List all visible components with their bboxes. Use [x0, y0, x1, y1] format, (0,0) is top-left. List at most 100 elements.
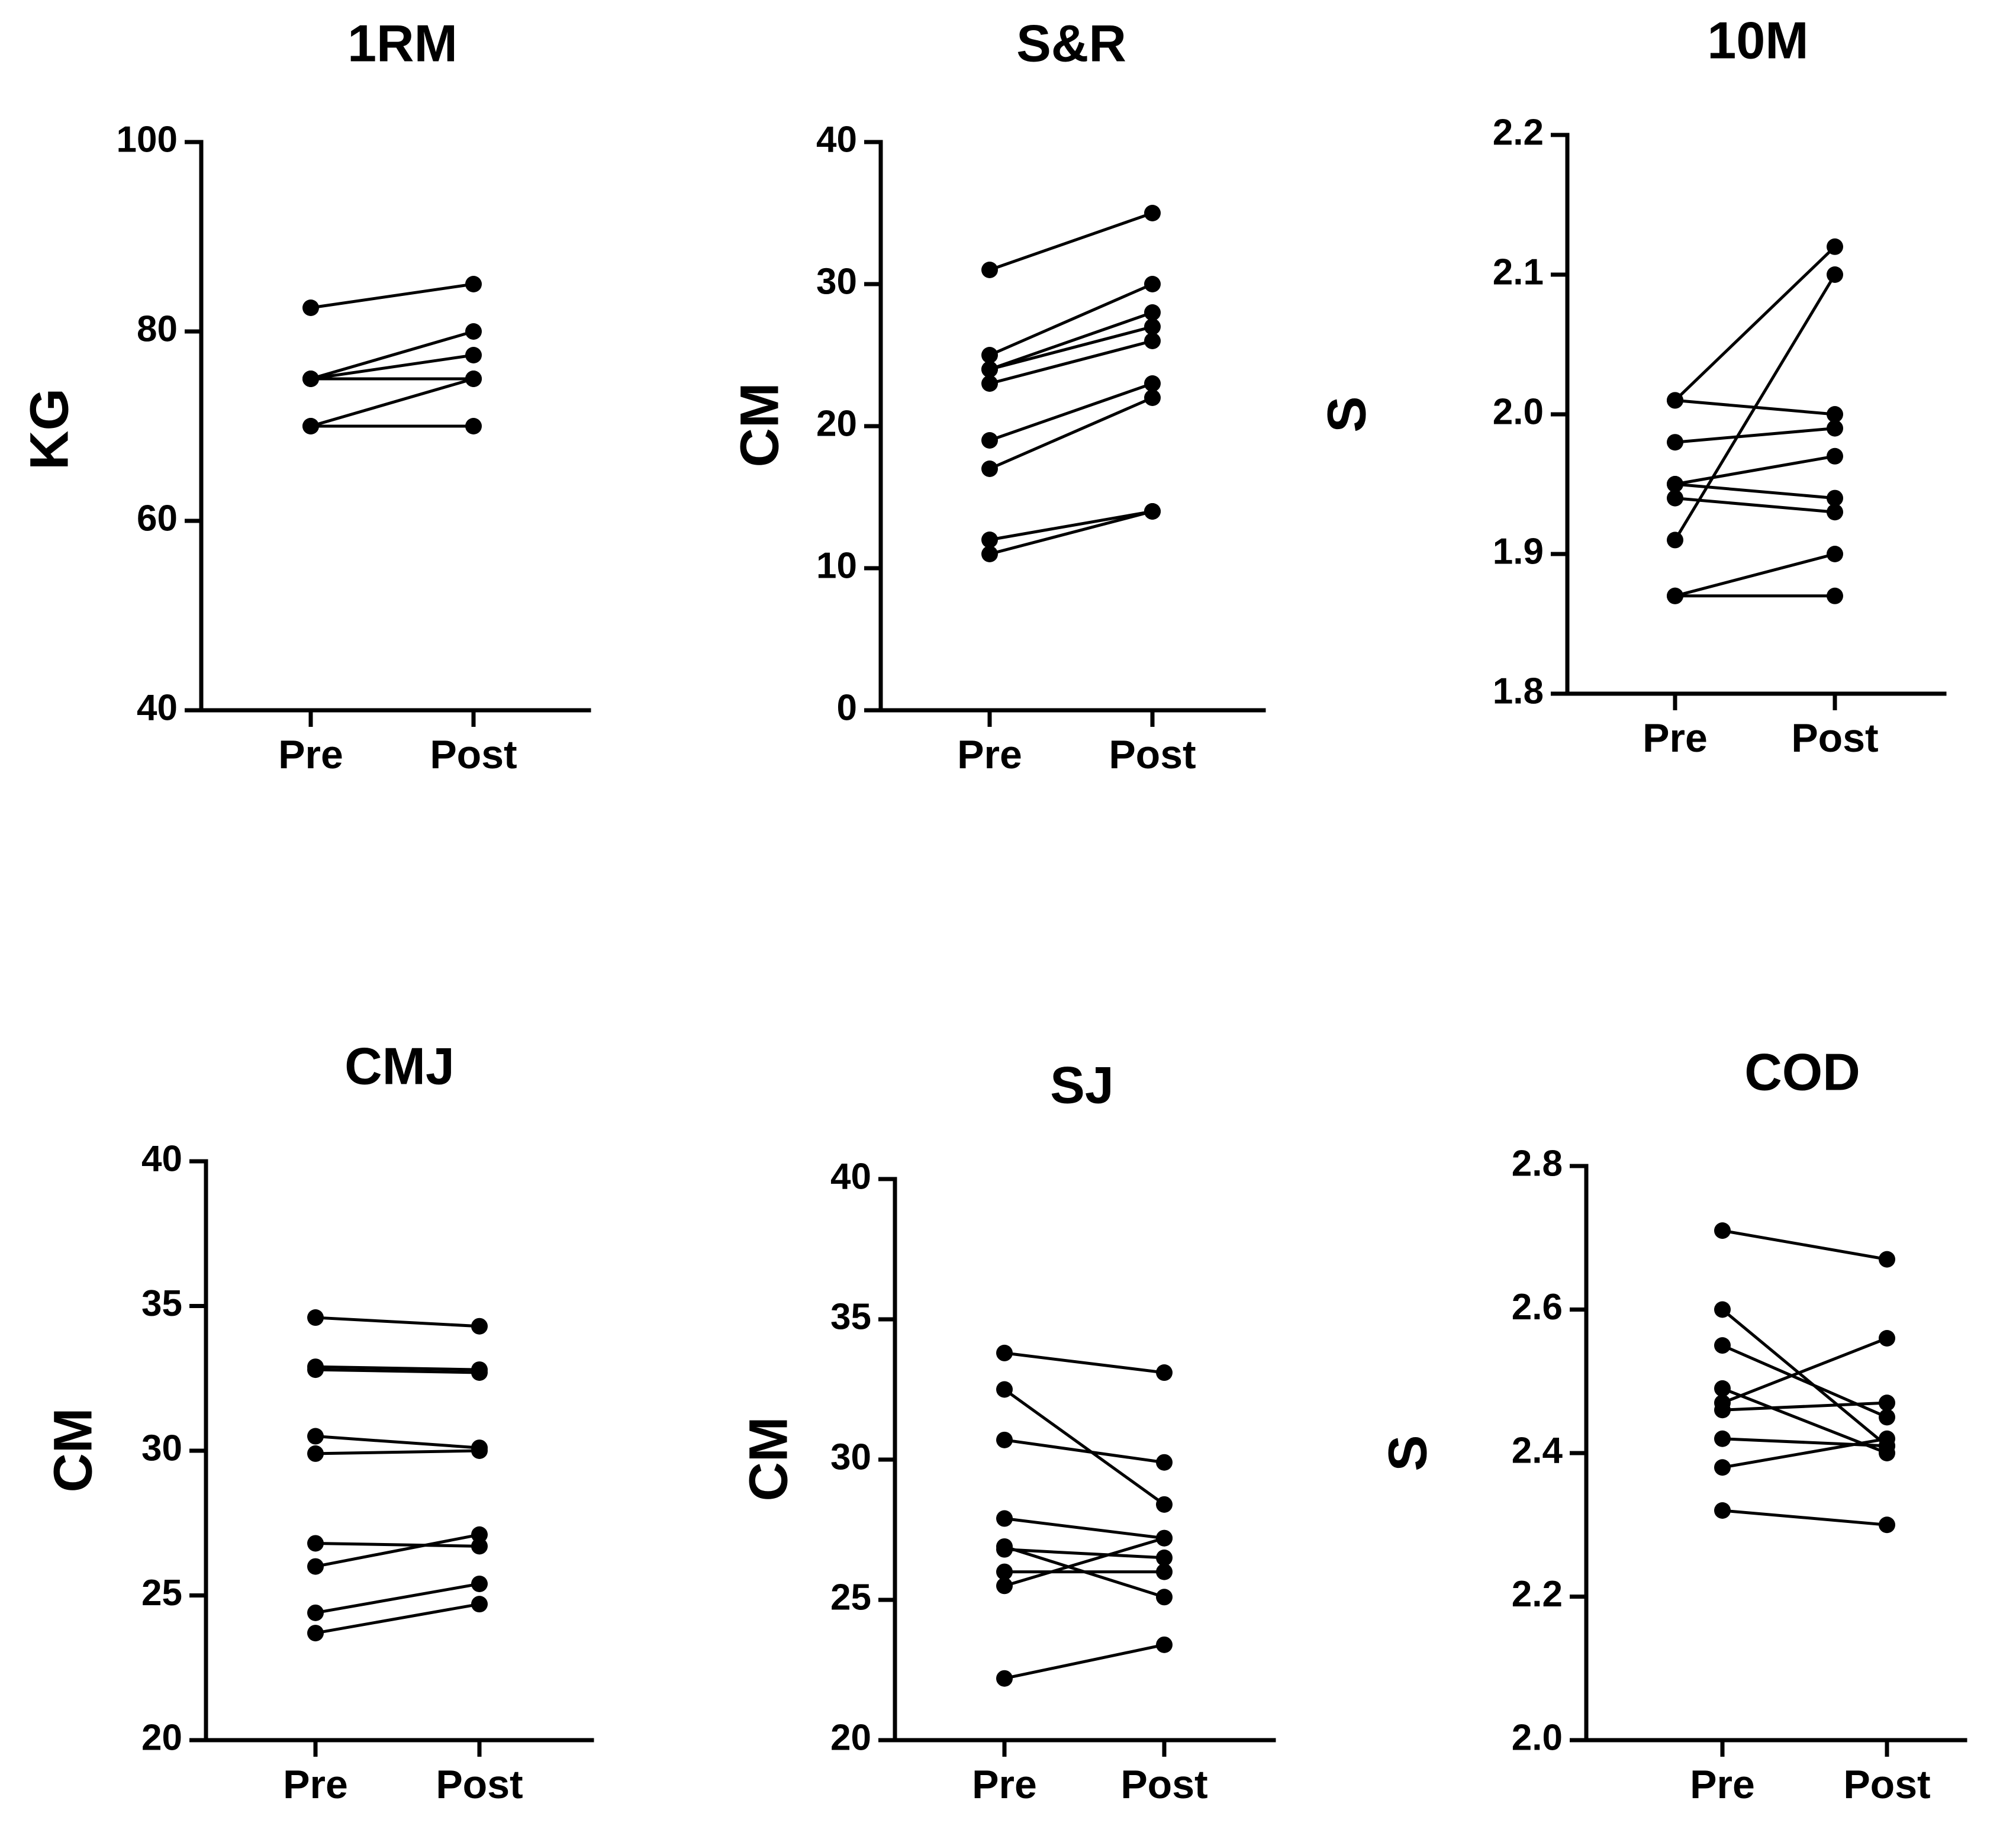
series-line [310, 377, 474, 428]
data-point [1879, 1251, 1895, 1268]
series-line [989, 339, 1153, 385]
series-4 [1714, 1380, 1895, 1461]
data-point [1879, 1394, 1895, 1412]
series-line [1674, 455, 1835, 486]
series-line [1674, 552, 1835, 598]
y-axis-label: S [1377, 1435, 1438, 1471]
data-point [465, 418, 482, 434]
series-line [1721, 1308, 1888, 1447]
data-point [1827, 447, 1843, 465]
series-1 [1714, 1222, 1895, 1268]
x-tick-label: Pre [957, 732, 1022, 777]
data-point [981, 432, 998, 449]
data-point [471, 1596, 488, 1613]
data-point [471, 1526, 488, 1543]
series-line [310, 353, 474, 381]
x-tick-label: Post [430, 732, 517, 777]
series-8 [996, 1529, 1173, 1595]
data-point [1144, 205, 1161, 221]
data-point [1156, 1563, 1173, 1580]
data-point [996, 1670, 1013, 1687]
series-6 [981, 375, 1161, 449]
y-tick-label: 20 [141, 1717, 182, 1758]
data-point [1156, 1636, 1173, 1653]
y-tick-label: 0 [837, 687, 857, 728]
y-tick-label: 20 [816, 403, 857, 444]
series-1 [996, 1344, 1173, 1381]
series-8 [1714, 1430, 1895, 1476]
data-point [471, 1318, 488, 1335]
data-point [1714, 1502, 1731, 1519]
x-tick-label: Pre [278, 732, 343, 777]
chart-title: COD [1744, 1042, 1860, 1101]
data-point [307, 1445, 324, 1462]
series-line [1674, 427, 1835, 444]
data-point [471, 1442, 488, 1459]
series-line [989, 282, 1153, 357]
x-tick-label: Pre [972, 1762, 1037, 1807]
data-point [1156, 1496, 1173, 1513]
series-3 [302, 347, 482, 387]
data-point [1879, 1516, 1895, 1534]
data-point [996, 1563, 1013, 1580]
chart-title: 10M [1707, 11, 1808, 69]
y-tick-label: 60 [137, 498, 178, 539]
data-point [1667, 476, 1683, 492]
data-point [996, 1381, 1013, 1398]
series-2 [1714, 1301, 1895, 1454]
series-line [1674, 482, 1835, 500]
y-tick-label: 30 [141, 1428, 182, 1468]
y-tick-label: 2.6 [1512, 1287, 1563, 1328]
y-tick-label: 40 [816, 119, 857, 160]
y-tick-label: 100 [117, 119, 178, 160]
data-point [1827, 238, 1843, 255]
data-point [1827, 587, 1843, 604]
data-point [302, 299, 319, 316]
series-line [315, 1602, 480, 1635]
data-point [1144, 304, 1161, 321]
series-9 [1714, 1502, 1895, 1534]
data-point [465, 323, 482, 340]
series-line [315, 1435, 480, 1450]
x-tick-label: Post [1843, 1762, 1930, 1807]
data-point [996, 1344, 1013, 1361]
chart-panel-6: COD S 2.0 2.2 2.4 2.6 2.8 Pre Post [1377, 1042, 1967, 1807]
series-6 [307, 1535, 488, 1555]
chart-title: S&R [1016, 14, 1126, 72]
data-point [1714, 1301, 1731, 1318]
series-1 [1667, 238, 1843, 409]
series-1 [981, 205, 1161, 278]
series-9 [981, 503, 1161, 562]
series-line [989, 325, 1153, 371]
series-5 [981, 333, 1161, 392]
series-7 [1667, 266, 1843, 549]
series-line [1004, 1517, 1165, 1540]
x-tick-label: Pre [1643, 716, 1708, 761]
series-line [989, 311, 1153, 371]
data-point [1879, 1409, 1895, 1426]
series-line [989, 382, 1153, 442]
y-tick-label: 30 [816, 261, 857, 302]
data-point [307, 1625, 324, 1642]
data-point [1879, 1430, 1895, 1447]
data-point [981, 361, 998, 378]
series-3 [996, 1431, 1173, 1471]
y-tick-label: 1.8 [1493, 671, 1544, 711]
series-line [1004, 1438, 1165, 1464]
series-line [315, 1541, 480, 1548]
data-point [1667, 489, 1683, 507]
data-point [981, 375, 998, 392]
y-axis-label: S [1316, 396, 1377, 432]
series-line [1004, 1643, 1165, 1680]
series-6 [1667, 489, 1843, 521]
chart-panel-3: 10M S 1.8 1.9 2.0 2.1 2.2 Pre Post [1316, 11, 1947, 761]
data-point [996, 1431, 1013, 1448]
y-tick-label: 25 [830, 1577, 871, 1618]
data-point [1827, 266, 1843, 283]
y-tick-label: 2.8 [1512, 1143, 1563, 1184]
series-line [310, 330, 474, 381]
series-6 [996, 1541, 1173, 1566]
series-6 [1714, 1394, 1895, 1419]
data-point [981, 262, 998, 278]
